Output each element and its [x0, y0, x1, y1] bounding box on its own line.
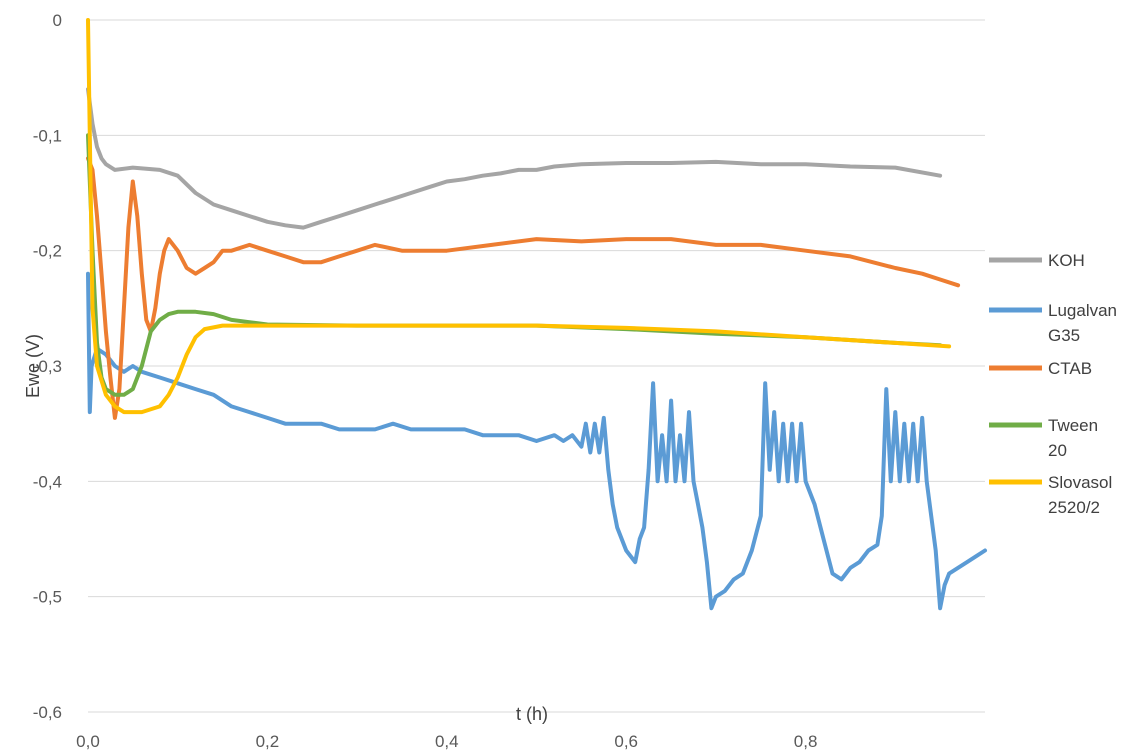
gridlines [88, 19, 985, 713]
legend-label: 20 [1048, 441, 1067, 460]
series-line-5 [86, 18, 952, 415]
y-tick-label: -0,6 [33, 703, 62, 722]
legend-label: CTAB [1048, 359, 1092, 378]
legend-label: Tween [1048, 416, 1098, 435]
series-line-2 [86, 271, 987, 611]
y-tick-label: -0,5 [33, 588, 62, 607]
x-tick-label: 0,0 [76, 732, 100, 751]
series-line-1 [86, 87, 943, 230]
y-tick-label: -0,2 [33, 242, 62, 261]
x-axis-title: t (h) [516, 704, 548, 724]
legend-label: Slovasol [1048, 473, 1112, 492]
y-tick-label: -0,1 [33, 126, 62, 145]
x-tick-label: 0,2 [256, 732, 280, 751]
legend-label: KOH [1048, 251, 1085, 270]
x-tick-label: 0,8 [794, 732, 818, 751]
series-lines [86, 18, 987, 611]
legend-label: 2520/2 [1048, 498, 1100, 517]
x-tick-label: 0,6 [614, 732, 638, 751]
x-tick-labels: 0,0 0,2 0,4 0,6 0,8 [76, 732, 817, 751]
y-tick-label: -0,4 [33, 472, 62, 491]
y-tick-label: 0 [53, 11, 62, 30]
x-tick-label: 0,4 [435, 732, 459, 751]
legend-label: G35 [1048, 326, 1080, 345]
y-tick-label: -0,3 [33, 357, 62, 376]
series-line-4 [86, 133, 943, 397]
legend-label: Lugalvan [1048, 301, 1117, 320]
y-axis-title: Ewe (V) [23, 334, 43, 398]
legend: KOH Lugalvan G35 CTAB Tween 20 Slovasol 2520/2 [989, 251, 1117, 517]
series-line-3 [86, 156, 961, 420]
y-tick-labels: 0 -0,1 -0,2 -0,3 -0,4 -0,5 -0,6 [33, 11, 62, 722]
